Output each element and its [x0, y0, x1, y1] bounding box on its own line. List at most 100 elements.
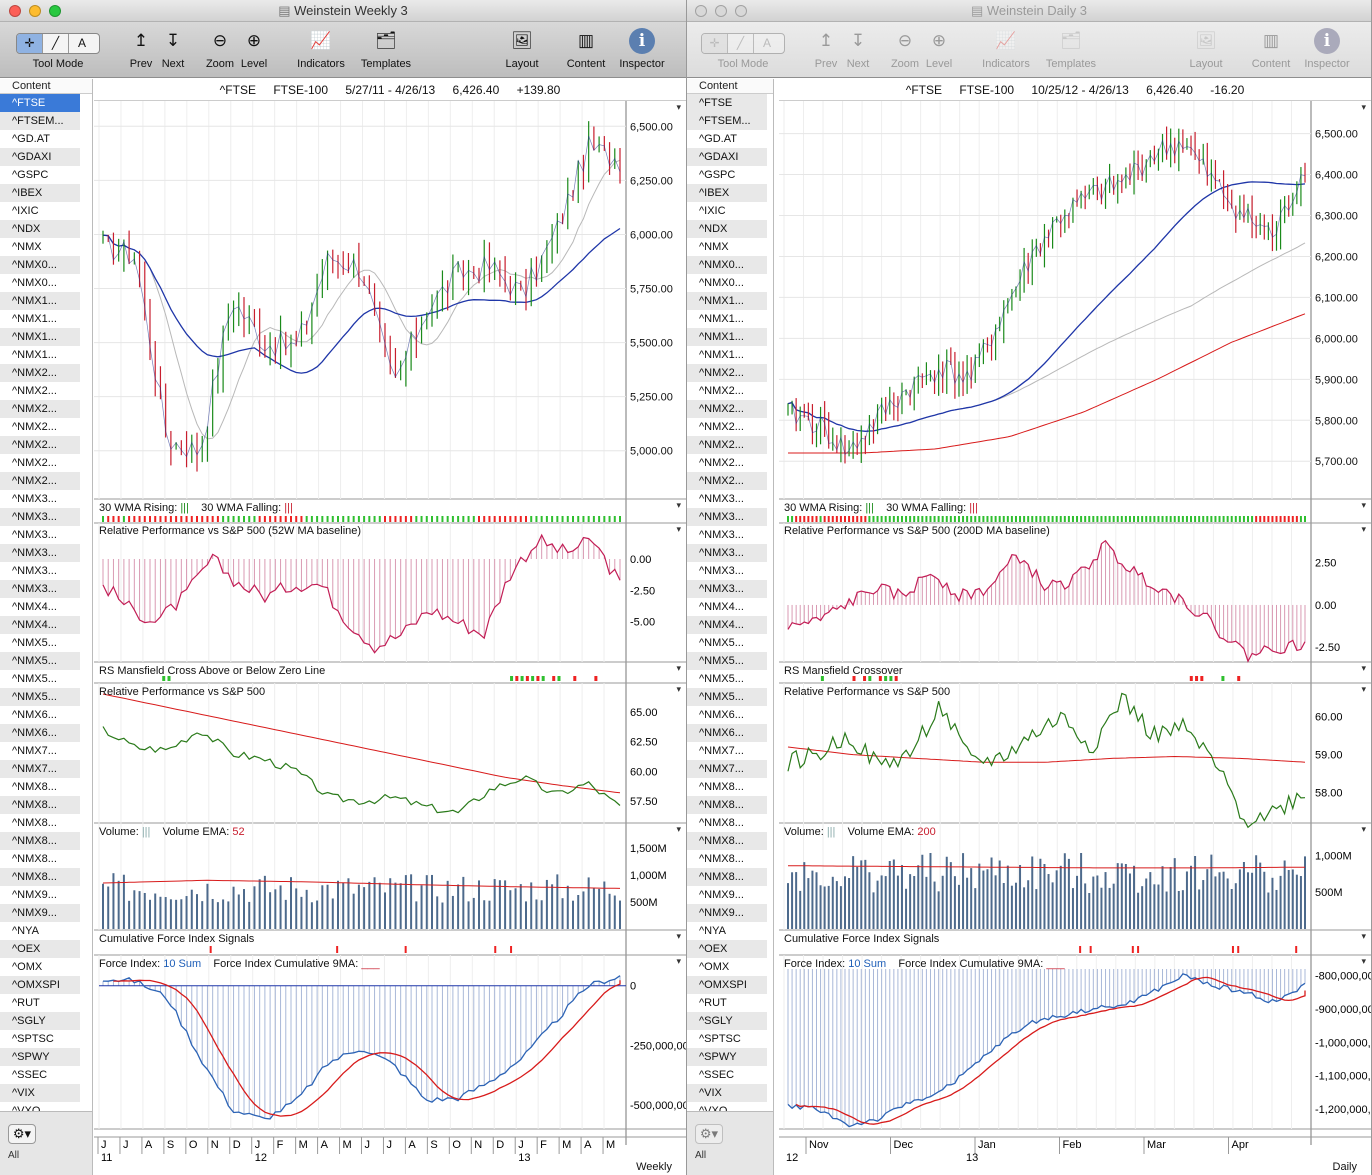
symbol-list-item[interactable]: ^OEX — [0, 940, 80, 958]
symbol-list-item[interactable]: ^NMX6... — [0, 724, 80, 742]
gear-icon[interactable]: ⚙▾ — [8, 1124, 36, 1144]
symbol-list-item[interactable]: ^NMX6... — [699, 709, 744, 721]
chart-canvas[interactable]: ▾ ▾ ▾ ▾ ▾ ▾ ▾ ▾ 6,500.00 6,400.00 6,300.00 6,200.00… — [779, 79, 1372, 1175]
prev-button[interactable]: ↥ Prev — [811, 24, 841, 70]
symbol-list-item[interactable]: ^NMX7... — [699, 745, 744, 757]
symbol-list-item[interactable]: ^NMX9... — [12, 889, 57, 901]
symbol-list-item[interactable]: ^NMX4... — [687, 616, 767, 634]
symbol-list-item[interactable]: ^NMX3... — [0, 508, 80, 526]
zoom-window-button[interactable] — [735, 5, 747, 17]
symbol-list-item[interactable]: ^NMX1... — [12, 349, 57, 361]
symbol-list-item[interactable]: ^NMX2... — [687, 400, 767, 418]
prev-button[interactable]: ↥ Prev — [126, 24, 156, 70]
symbol-list-item[interactable]: ^NMX2... — [687, 364, 767, 382]
symbol-list-item[interactable]: ^NMX8... — [687, 868, 767, 886]
symbol-list-item[interactable]: ^NMX2... — [0, 400, 80, 418]
symbol-list-item[interactable]: ^NMX0... — [0, 256, 80, 274]
symbol-list-item[interactable]: ^NMX1... — [12, 313, 57, 325]
symbol-list-item[interactable]: ^NMX2... — [699, 385, 744, 397]
zoom-in-button[interactable]: ⊕ Level — [237, 24, 271, 70]
symbol-list-item[interactable]: ^NMX8... — [0, 832, 80, 850]
line-tool-icon[interactable]: ╱ — [728, 34, 754, 53]
symbol-list-item[interactable]: ^IXIC — [12, 205, 39, 217]
next-button[interactable]: ↧ Next — [843, 24, 873, 70]
symbol-list-item[interactable]: ^NMX2... — [687, 472, 767, 490]
layout-button[interactable]: 🖼 Layout — [500, 24, 544, 70]
symbol-list-item[interactable]: ^NMX9... — [0, 904, 80, 922]
period-label[interactable]: Daily — [1332, 1161, 1357, 1173]
symbol-list-item[interactable]: ^NMX8... — [12, 853, 57, 865]
symbol-list-item[interactable]: ^NMX5... — [12, 673, 57, 685]
symbol-list-item[interactable]: ^IBEX — [0, 184, 80, 202]
symbol-list-item[interactable]: ^NMX9... — [687, 904, 767, 922]
close-button[interactable] — [695, 5, 707, 17]
symbol-list-item[interactable]: ^IBEX — [687, 184, 767, 202]
symbol-list-item[interactable]: ^NMX7... — [12, 745, 57, 757]
symbol-list-item[interactable]: ^NMX5... — [687, 688, 767, 706]
gear-icon[interactable]: ⚙▾ — [695, 1124, 723, 1144]
symbol-list-item[interactable]: ^SGLY — [0, 1012, 80, 1030]
symbol-list-item[interactable]: ^NDX — [0, 220, 80, 238]
symbol-list-item[interactable]: ^NMX0... — [699, 277, 744, 289]
symbol-list-item[interactable]: ^NMX8... — [687, 832, 767, 850]
symbol-list-item[interactable]: ^NMX1... — [687, 292, 767, 310]
symbol-list-item[interactable]: ^NMX1... — [687, 328, 767, 346]
symbol-list-item[interactable]: ^NMX3... — [12, 493, 57, 505]
symbol-list-item[interactable]: ^NMX8... — [12, 781, 57, 793]
symbol-list-item[interactable]: ^NMX5... — [0, 652, 80, 670]
symbol-list-item[interactable]: ^GDAXI — [0, 148, 80, 166]
window-titlebar[interactable]: ▤ Weinstein Weekly 3 — [0, 0, 686, 22]
symbol-list-item[interactable]: ^GDAXI — [687, 148, 767, 166]
zoom-in-button[interactable]: ⊕ Level — [922, 24, 956, 70]
symbol-list-item[interactable]: ^NMX3... — [699, 565, 744, 577]
weekly-chart-window[interactable]: ▤ Weinstein Weekly 3 ✛ ╱ A Tool Mode ↥ Prev… — [0, 0, 687, 1175]
symbol-list-item[interactable]: ^NMX3... — [699, 529, 744, 541]
symbol-list-item[interactable]: ^NMX — [699, 241, 729, 253]
symbol-list-item[interactable]: ^GSPC — [12, 169, 49, 181]
indicators-button[interactable]: 📈 Indicators — [290, 24, 352, 70]
symbol-list-item[interactable]: ^NMX6... — [687, 724, 767, 742]
text-tool-icon[interactable]: A — [762, 36, 771, 50]
symbol-list-item[interactable]: ^FTSE — [0, 94, 80, 112]
symbol-list-item[interactable]: ^NMX8... — [699, 817, 744, 829]
symbol-list-item[interactable]: ^NMX9... — [699, 889, 744, 901]
symbol-list-item[interactable]: ^OMXSPI — [687, 976, 767, 994]
text-tool-icon[interactable]: A — [77, 36, 86, 50]
symbol-list-item[interactable]: ^OMXSPI — [0, 976, 80, 994]
symbol-list-item[interactable]: ^IXIC — [699, 205, 726, 217]
symbol-list-item[interactable]: ^NYA — [699, 925, 726, 937]
symbol-list-item[interactable]: ^NMX — [12, 241, 42, 253]
symbol-list-item[interactable]: ^VIX — [687, 1084, 767, 1102]
period-label[interactable]: Weekly — [636, 1161, 672, 1173]
symbol-list-item[interactable]: ^GD.AT — [12, 133, 50, 145]
symbol-list-item[interactable]: ^NMX6... — [12, 709, 57, 721]
symbol-list-item[interactable]: ^NMX4... — [0, 616, 80, 634]
symbol-list-item[interactable]: ^GSPC — [699, 169, 736, 181]
symbol-list-item[interactable]: ^NMX2... — [0, 364, 80, 382]
symbol-list-item[interactable]: ^NMX2... — [0, 436, 80, 454]
content-button[interactable]: ▥ Content — [562, 24, 610, 70]
indicators-button[interactable]: 📈 Indicators — [975, 24, 1037, 70]
symbol-list-item[interactable]: ^NMX5... — [687, 652, 767, 670]
symbol-list-item[interactable]: ^OMX — [699, 961, 730, 973]
templates-button[interactable]: 🗂 Templates — [356, 24, 416, 70]
symbol-list-item[interactable]: ^SSEC — [12, 1069, 48, 1081]
symbol-list-item[interactable]: ^NMX4... — [12, 601, 57, 613]
symbol-list-item[interactable]: ^SGLY — [687, 1012, 767, 1030]
symbol-list-item[interactable]: ^NMX8... — [0, 868, 80, 886]
symbol-list-item[interactable]: ^FTSE — [687, 94, 767, 112]
symbol-list-item[interactable]: ^NMX2... — [12, 457, 57, 469]
symbol-list-item[interactable]: ^VIX — [0, 1084, 80, 1102]
zoom-out-button[interactable]: ⊖ Zoom — [203, 24, 237, 70]
symbol-list-item[interactable]: ^SPTSC — [12, 1033, 54, 1045]
tool-mode-segmented-control[interactable]: ✛ ╱ A — [16, 33, 100, 54]
symbol-list-item[interactable]: ^NMX5... — [12, 637, 57, 649]
symbol-list-item[interactable]: ^OEX — [687, 940, 767, 958]
symbol-list-item[interactable]: ^NYA — [12, 925, 39, 937]
symbol-list-item[interactable]: ^SPTSC — [699, 1033, 741, 1045]
chart-area[interactable]: ^FTSE FTSE-100 10/25/12 - 4/26/13 6,426.… — [779, 79, 1371, 1175]
symbol-list-item[interactable]: ^NMX5... — [699, 673, 744, 685]
close-button[interactable] — [9, 5, 21, 17]
tool-mode-segmented-control[interactable]: ✛ ╱ A — [701, 33, 785, 54]
symbol-list-item[interactable]: ^RUT — [699, 997, 727, 1009]
